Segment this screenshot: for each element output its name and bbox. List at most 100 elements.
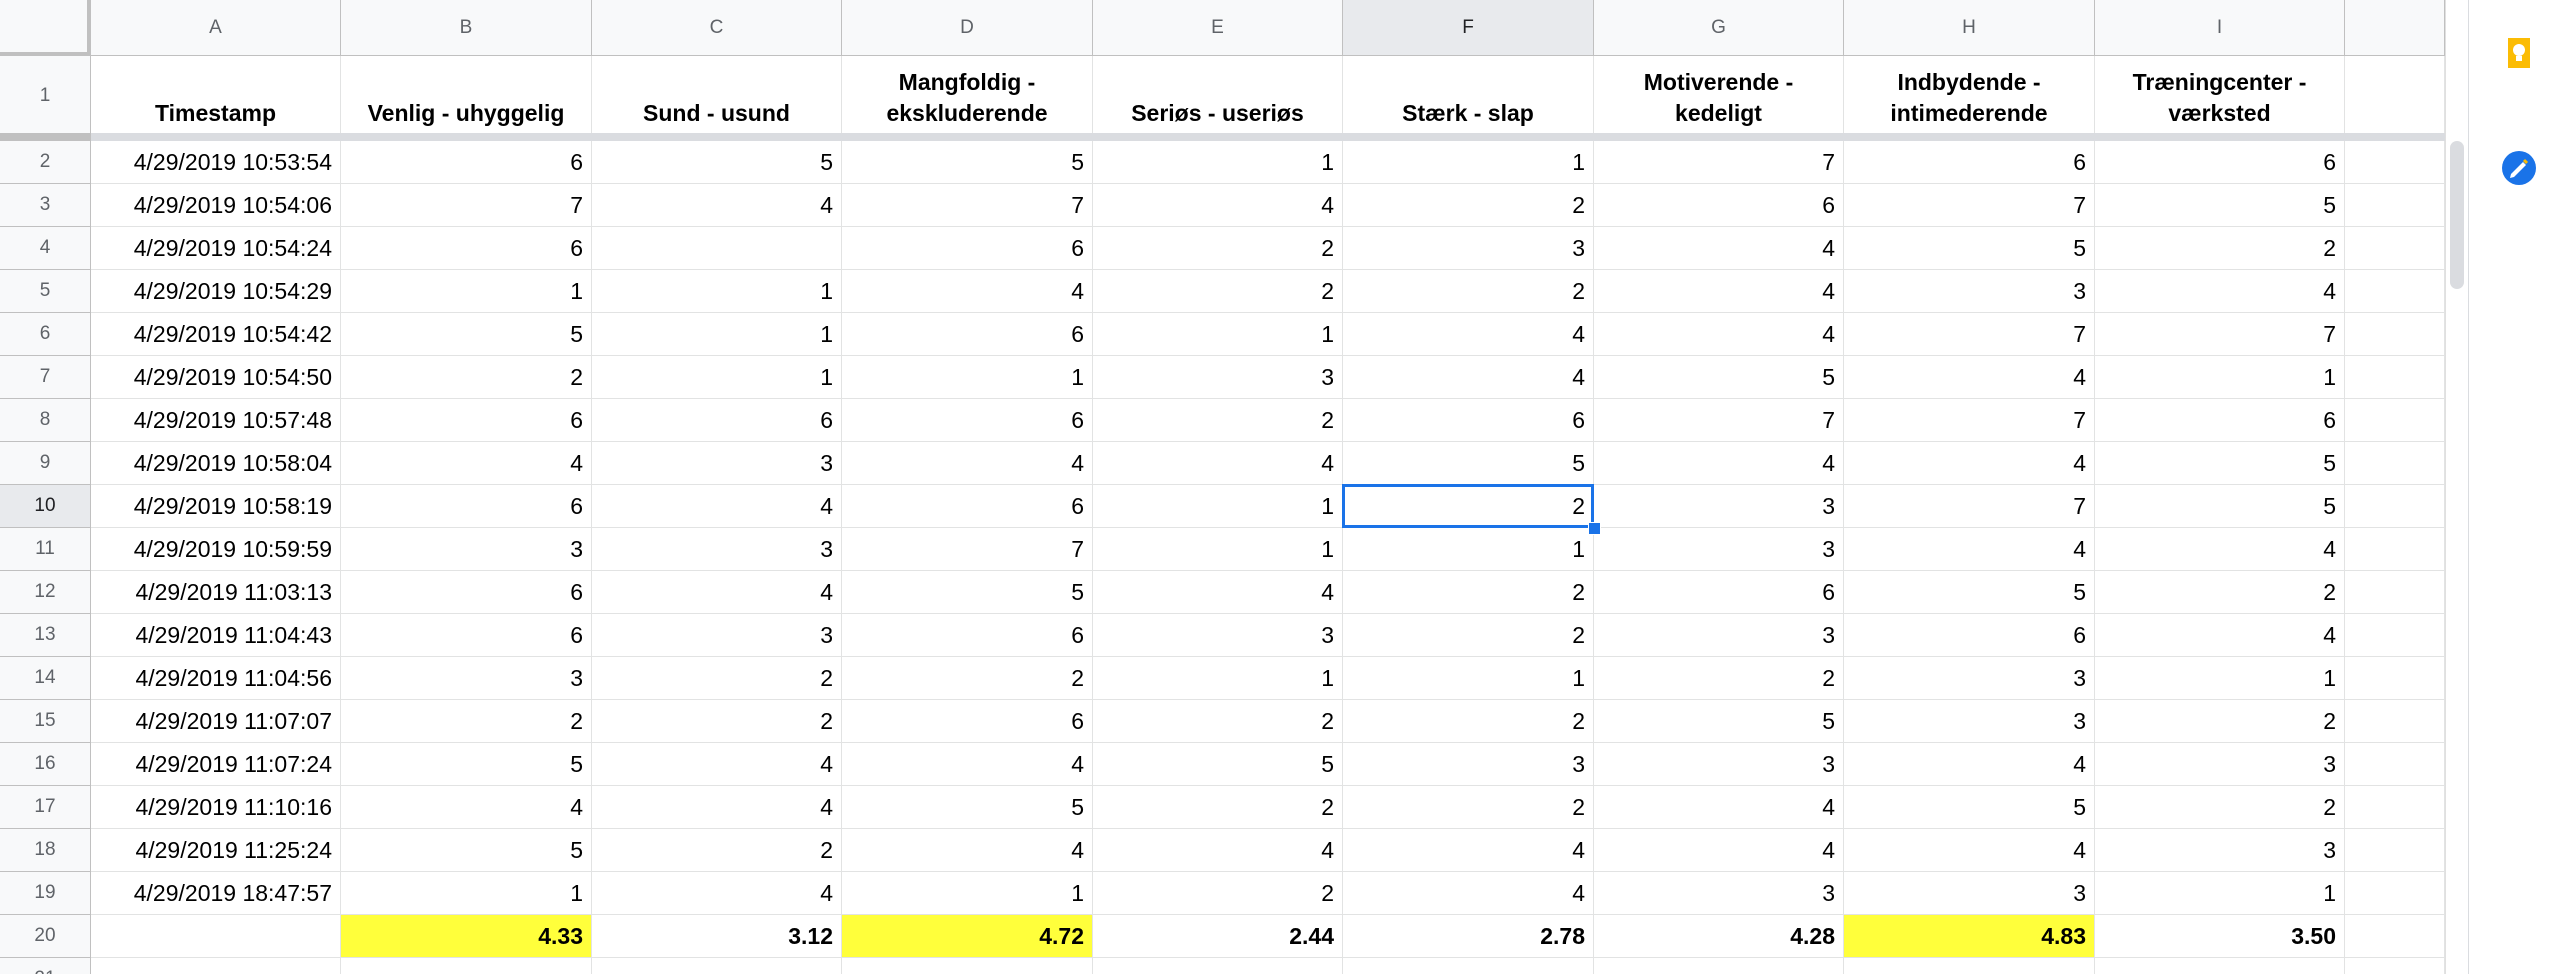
rating-cell[interactable]: 1 bbox=[1343, 657, 1594, 700]
rating-cell[interactable]: 7 bbox=[842, 528, 1093, 571]
empty-cell[interactable] bbox=[2345, 141, 2445, 184]
rating-cell[interactable]: 6 bbox=[341, 141, 592, 184]
rating-cell[interactable]: 1 bbox=[592, 313, 842, 356]
rating-cell[interactable]: 3 bbox=[592, 528, 842, 571]
empty-cell[interactable] bbox=[2345, 657, 2445, 700]
rating-cell[interactable]: 4 bbox=[1343, 356, 1594, 399]
empty-cell[interactable] bbox=[2345, 184, 2445, 227]
rating-cell[interactable]: 3 bbox=[1844, 700, 2095, 743]
row-header-3[interactable]: 3 bbox=[0, 184, 91, 227]
timestamp-cell[interactable]: 4/29/2019 10:54:50 bbox=[91, 356, 341, 399]
rating-cell[interactable]: 4 bbox=[1093, 829, 1343, 872]
rating-cell[interactable]: 5 bbox=[592, 141, 842, 184]
vertical-scrollbar[interactable] bbox=[2445, 0, 2469, 974]
rating-cell[interactable]: 4 bbox=[842, 442, 1093, 485]
rating-cell[interactable]: 6 bbox=[842, 614, 1093, 657]
row-header-7[interactable]: 7 bbox=[0, 356, 91, 399]
empty-cell[interactable] bbox=[1594, 958, 1844, 974]
rating-cell[interactable]: 6 bbox=[341, 614, 592, 657]
rating-cell[interactable]: 7 bbox=[842, 184, 1093, 227]
average-cell[interactable]: 4.72 bbox=[842, 915, 1093, 958]
rating-cell[interactable]: 4 bbox=[1343, 829, 1594, 872]
row-header-13[interactable]: 13 bbox=[0, 614, 91, 657]
empty-cell[interactable] bbox=[2345, 786, 2445, 829]
rating-cell[interactable]: 2 bbox=[592, 657, 842, 700]
rating-cell[interactable]: 4 bbox=[592, 872, 842, 915]
rating-cell[interactable]: 2 bbox=[1343, 700, 1594, 743]
row-header-14[interactable]: 14 bbox=[0, 657, 91, 700]
column-header-c[interactable]: C bbox=[592, 0, 842, 56]
rating-cell[interactable]: 5 bbox=[1844, 571, 2095, 614]
empty-cell[interactable] bbox=[592, 958, 842, 974]
rating-cell[interactable]: 4 bbox=[842, 829, 1093, 872]
row-header-19[interactable]: 19 bbox=[0, 872, 91, 915]
rating-cell[interactable]: 1 bbox=[341, 872, 592, 915]
rating-cell[interactable]: 2 bbox=[1343, 184, 1594, 227]
rating-cell[interactable]: 1 bbox=[2095, 356, 2345, 399]
rating-cell[interactable]: 2 bbox=[341, 700, 592, 743]
rating-cell[interactable]: 2 bbox=[1343, 786, 1594, 829]
row-header-12[interactable]: 12 bbox=[0, 571, 91, 614]
timestamp-cell[interactable]: 4/29/2019 10:59:59 bbox=[91, 528, 341, 571]
row-header-15[interactable]: 15 bbox=[0, 700, 91, 743]
tasks-icon[interactable] bbox=[2499, 148, 2539, 188]
column-header-g[interactable]: G bbox=[1594, 0, 1844, 56]
select-all-corner[interactable] bbox=[0, 0, 91, 56]
rating-cell[interactable]: 6 bbox=[842, 227, 1093, 270]
empty-cell[interactable] bbox=[2345, 872, 2445, 915]
empty-cell[interactable] bbox=[2345, 743, 2445, 786]
empty-cell[interactable] bbox=[1343, 958, 1594, 974]
empty-cell[interactable] bbox=[842, 958, 1093, 974]
rating-cell[interactable]: 4 bbox=[1594, 829, 1844, 872]
timestamp-cell[interactable]: 4/29/2019 10:58:19 bbox=[91, 485, 341, 528]
rating-cell[interactable]: 1 bbox=[2095, 872, 2345, 915]
rating-cell[interactable]: 6 bbox=[2095, 399, 2345, 442]
rating-cell[interactable]: 6 bbox=[842, 700, 1093, 743]
rating-cell[interactable]: 1 bbox=[1093, 313, 1343, 356]
rating-cell[interactable]: 6 bbox=[341, 485, 592, 528]
header-cell-b[interactable]: Venlig - uhyggelig bbox=[341, 56, 592, 136]
row-header-20[interactable]: 20 bbox=[0, 915, 91, 958]
rating-cell[interactable]: 4 bbox=[341, 442, 592, 485]
row-header-6[interactable]: 6 bbox=[0, 313, 91, 356]
rating-cell[interactable]: 7 bbox=[1844, 399, 2095, 442]
rating-cell[interactable]: 3 bbox=[1594, 614, 1844, 657]
header-cell-e[interactable]: Seriøs - useriøs bbox=[1093, 56, 1343, 136]
rating-cell[interactable]: 4 bbox=[592, 743, 842, 786]
rating-cell[interactable]: 5 bbox=[341, 829, 592, 872]
column-header-e[interactable]: E bbox=[1093, 0, 1343, 56]
rating-cell[interactable]: 7 bbox=[1844, 313, 2095, 356]
rating-cell[interactable]: 4 bbox=[592, 485, 842, 528]
rating-cell[interactable]: 4 bbox=[1594, 313, 1844, 356]
rating-cell[interactable]: 1 bbox=[592, 270, 842, 313]
rating-cell[interactable]: 4 bbox=[1343, 872, 1594, 915]
empty-cell[interactable] bbox=[2345, 56, 2445, 136]
rating-cell[interactable]: 4 bbox=[1594, 442, 1844, 485]
rating-cell[interactable]: 4 bbox=[592, 571, 842, 614]
rating-cell[interactable]: 7 bbox=[1594, 399, 1844, 442]
rating-cell[interactable]: 2 bbox=[2095, 571, 2345, 614]
rating-cell[interactable]: 3 bbox=[1093, 356, 1343, 399]
empty-cell[interactable] bbox=[2095, 958, 2345, 974]
spreadsheet-grid[interactable]: A B C D E F G H I 1 Timestamp Venlig - uhyggelig Sun… bbox=[0, 0, 2445, 974]
rating-cell[interactable]: 1 bbox=[1343, 528, 1594, 571]
rating-cell[interactable]: 3 bbox=[341, 528, 592, 571]
empty-cell[interactable] bbox=[91, 958, 341, 974]
rating-cell[interactable]: 1 bbox=[2095, 657, 2345, 700]
rating-cell[interactable]: 6 bbox=[341, 571, 592, 614]
rating-cell[interactable]: 2 bbox=[1093, 227, 1343, 270]
header-cell-a[interactable]: Timestamp bbox=[91, 56, 341, 136]
rating-cell[interactable]: 1 bbox=[1093, 141, 1343, 184]
rating-cell[interactable]: 2 bbox=[1343, 270, 1594, 313]
rating-cell[interactable]: 6 bbox=[1594, 571, 1844, 614]
timestamp-cell[interactable]: 4/29/2019 10:53:54 bbox=[91, 141, 341, 184]
rating-cell[interactable]: 2 bbox=[592, 829, 842, 872]
rating-cell[interactable]: 4 bbox=[2095, 614, 2345, 657]
empty-cell[interactable] bbox=[2345, 915, 2445, 958]
empty-cell[interactable] bbox=[2345, 227, 2445, 270]
rating-cell[interactable]: 4 bbox=[1594, 270, 1844, 313]
rating-cell[interactable]: 5 bbox=[1594, 356, 1844, 399]
row-header-18[interactable]: 18 bbox=[0, 829, 91, 872]
rating-cell[interactable]: 4 bbox=[2095, 270, 2345, 313]
rating-cell[interactable]: 2 bbox=[1093, 700, 1343, 743]
